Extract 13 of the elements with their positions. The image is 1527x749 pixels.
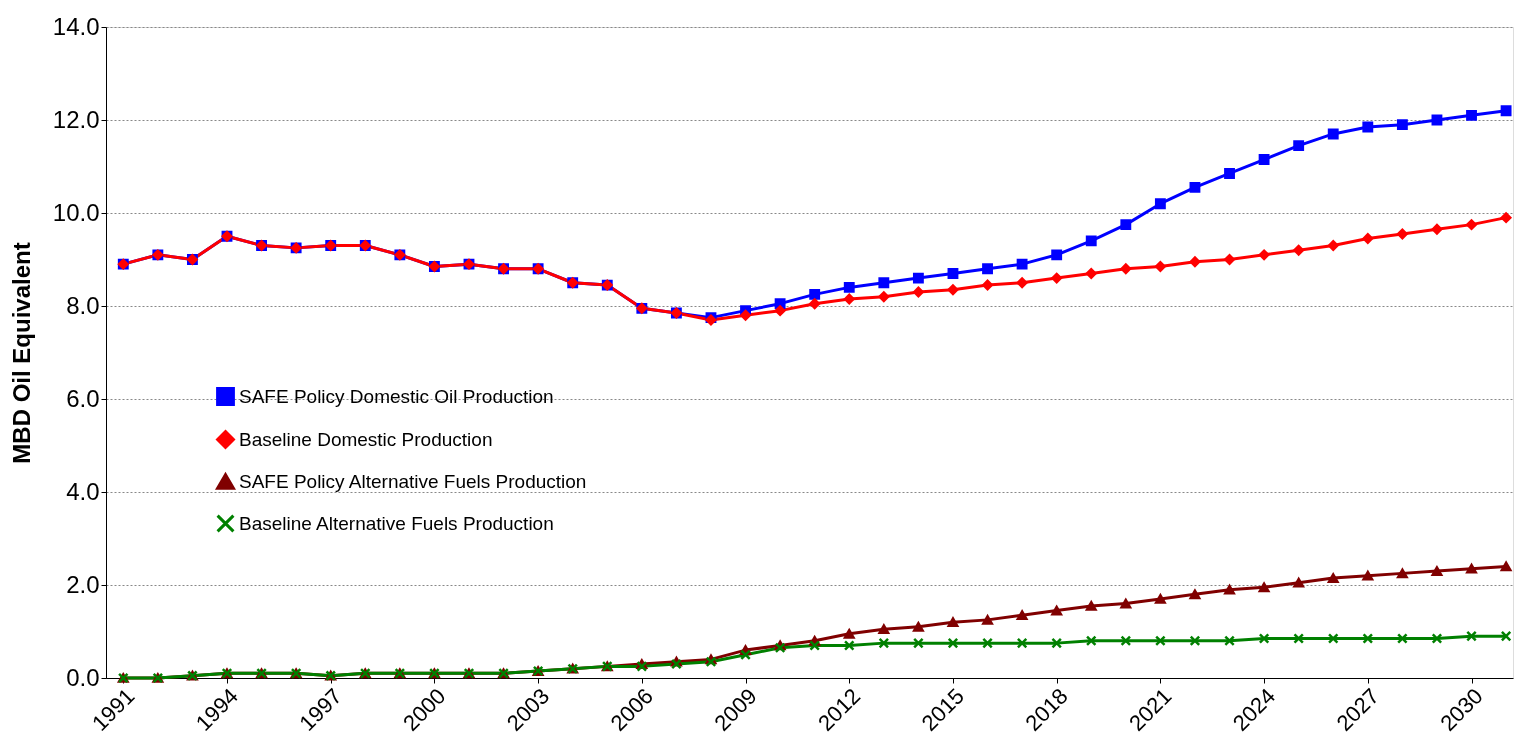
legend-label: SAFE Policy Alternative Fuels Production — [239, 470, 587, 492]
y-tick-label: 2.0 — [66, 570, 100, 598]
y-tick-label: 10.0 — [52, 198, 100, 226]
y-tick-label: 12.0 — [52, 105, 100, 133]
legend-label: Baseline Domestic Production — [239, 428, 493, 450]
legend-label: Baseline Alternative Fuels Production — [239, 512, 554, 534]
y-axis-title: MBD Oil Equivalent — [7, 242, 35, 464]
y-tick-label: 4.0 — [66, 477, 100, 505]
y-tick-label: 14.0 — [52, 12, 100, 40]
legend-label: SAFE Policy Domestic Oil Production — [239, 385, 554, 407]
y-tick-label: 8.0 — [66, 291, 100, 319]
y-tick-label: 0.0 — [66, 663, 100, 691]
y-tick-label: 6.0 — [66, 384, 100, 412]
